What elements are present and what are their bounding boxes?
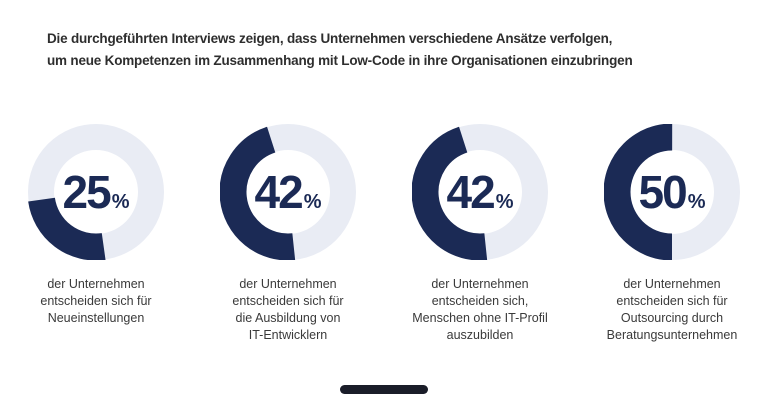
percent-sign-label: %: [111, 191, 130, 213]
donut-value-label: 50: [638, 166, 688, 218]
donut-value-row: 50 %: [639, 169, 706, 215]
donut-value-overlay: 50 %: [604, 124, 740, 260]
donut-caption: der Unternehmen entscheiden sich für Neu…: [40, 277, 152, 325]
percent-sign-label: %: [303, 191, 322, 213]
donut-value-row: 42 %: [255, 169, 322, 215]
percent-sign-label: %: [495, 191, 514, 213]
donut-value-overlay: 42 %: [220, 124, 356, 260]
donut-value-label: 42: [254, 166, 304, 218]
donut-ring-graphic: [604, 124, 740, 260]
donut-value-arc: [412, 124, 548, 260]
percent-sign-label: %: [687, 191, 706, 213]
donut-chart: 42 %: [412, 124, 548, 260]
donut-value-label: 25: [62, 166, 112, 218]
donut-ring-graphic: [220, 124, 356, 260]
donut-chart-card: 25 % der Unternehmen entscheiden sich fü…: [0, 124, 192, 344]
donut-chart-card: 50 % der Unternehmen entscheiden sich fü…: [576, 124, 768, 344]
donut-chart: 50 %: [604, 124, 740, 260]
donut-ring-graphic: [28, 124, 164, 260]
donut-ring-graphic: [412, 124, 548, 260]
donut-chart-row: 25 % der Unternehmen entscheiden sich fü…: [0, 124, 768, 344]
donut-value-arc: [28, 124, 164, 260]
footer-indicator-bar: [340, 385, 428, 394]
donut-caption: der Unternehmen entscheiden sich für die…: [232, 277, 344, 342]
donut-value-overlay: 42 %: [412, 124, 548, 260]
donut-value-row: 42 %: [447, 169, 514, 215]
donut-value-row: 25 %: [63, 169, 130, 215]
donut-chart: 42 %: [220, 124, 356, 260]
donut-value-arc: [220, 124, 356, 260]
donut-value-overlay: 25 %: [28, 124, 164, 260]
donut-caption: der Unternehmen entscheiden sich, Mensch…: [412, 277, 548, 342]
donut-chart-card: 42 % der Unternehmen entscheiden sich, M…: [384, 124, 576, 344]
chart-title: Die durchgeführten Interviews zeigen, da…: [47, 28, 707, 72]
donut-caption: der Unternehmen entscheiden sich für Out…: [606, 277, 738, 342]
donut-value-label: 42: [446, 166, 496, 218]
donut-chart-card: 42 % der Unternehmen entscheiden sich fü…: [192, 124, 384, 344]
donut-value-arc: [604, 124, 740, 260]
chart-title-line2: um neue Kompetenzen im Zusammenhang mit …: [47, 53, 633, 68]
chart-title-line1: Die durchgeführten Interviews zeigen, da…: [47, 31, 613, 46]
donut-chart: 25 %: [28, 124, 164, 260]
